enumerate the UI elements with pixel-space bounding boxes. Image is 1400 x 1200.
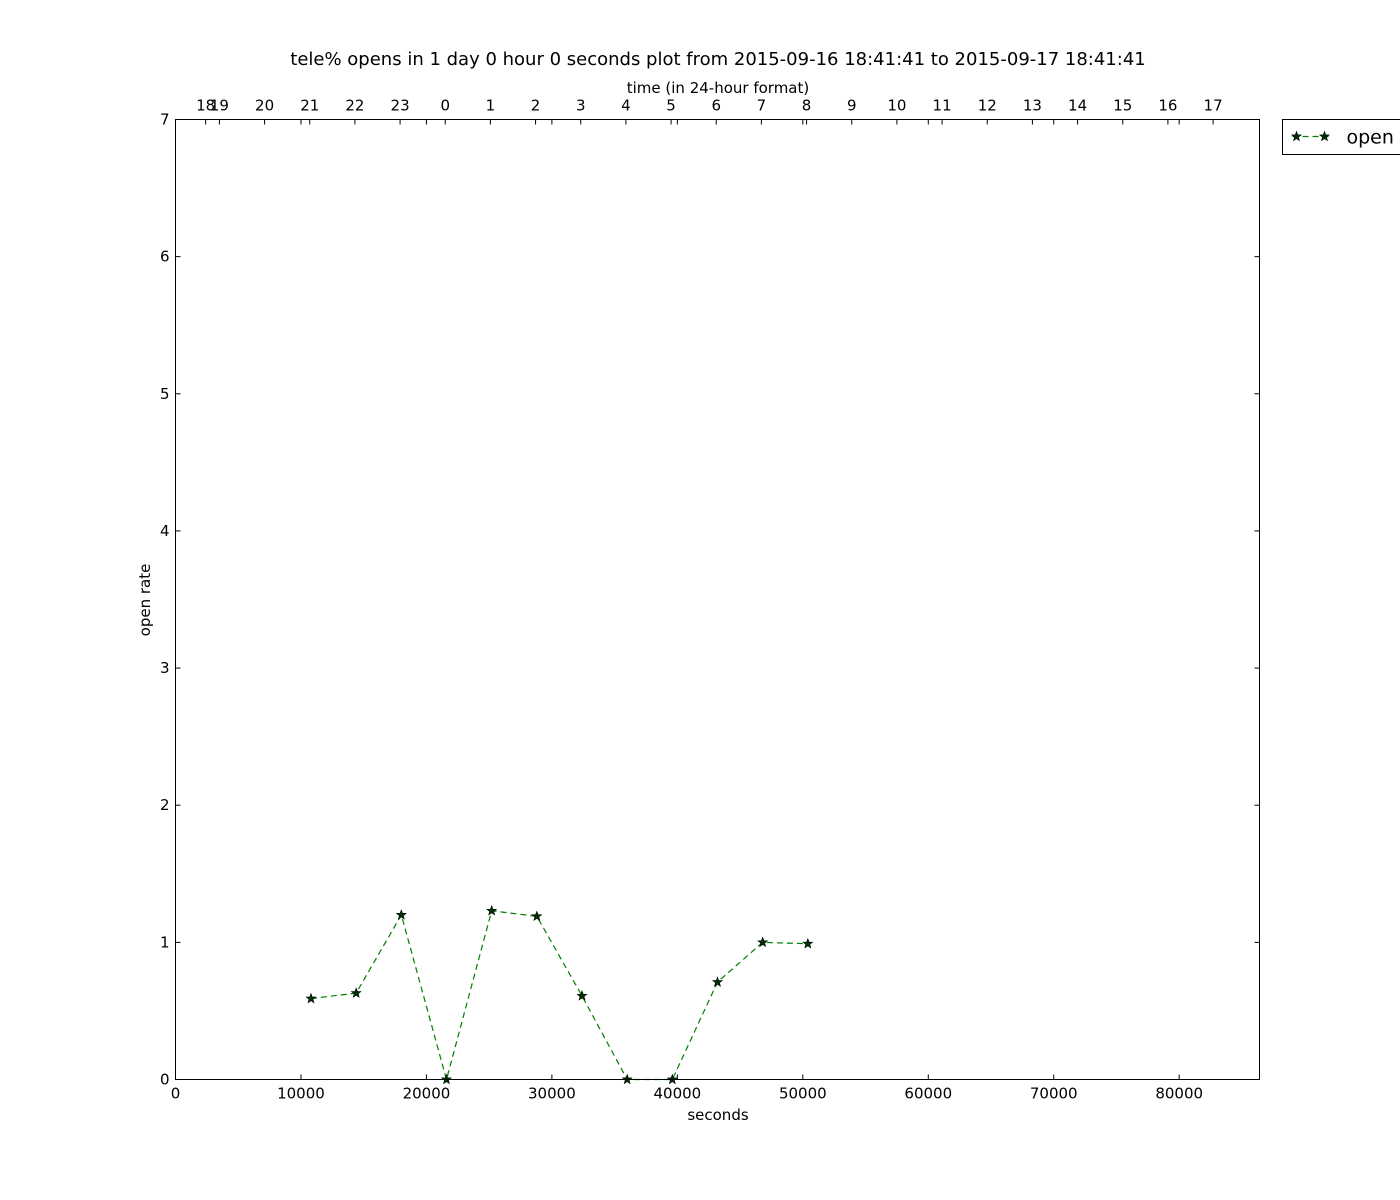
top-tick-label: 16 bbox=[1158, 97, 1177, 115]
top-tick-label: 23 bbox=[391, 97, 410, 115]
top-tick-label: 2 bbox=[531, 97, 541, 115]
y-axis-label: open rate bbox=[136, 564, 154, 637]
legend-label: open bbox=[1347, 127, 1394, 149]
plot-frame bbox=[175, 119, 1260, 1080]
top-tick-label: 8 bbox=[802, 97, 812, 115]
data-point bbox=[576, 989, 588, 1001]
x-tick-label: 30000 bbox=[528, 1085, 576, 1103]
y-tick-label: 5 bbox=[160, 385, 170, 403]
data-point bbox=[305, 992, 317, 1004]
data-point bbox=[350, 987, 362, 998]
top-tick-label: 0 bbox=[440, 97, 450, 115]
top-tick-label: 14 bbox=[1068, 97, 1087, 115]
legend: open bbox=[1282, 119, 1400, 155]
top-tick-label: 12 bbox=[978, 97, 997, 115]
top-tick-label: 20 bbox=[255, 97, 274, 115]
data-point bbox=[711, 976, 724, 987]
top-tick-label: 19 bbox=[210, 97, 229, 115]
y-tick-label: 0 bbox=[160, 1071, 170, 1089]
x-tick-label: 20000 bbox=[403, 1085, 451, 1103]
top-tick-label: 21 bbox=[300, 97, 319, 115]
x-tick-label: 70000 bbox=[1030, 1085, 1078, 1103]
chart-title: tele% opens in 1 day 0 hour 0 seconds pl… bbox=[290, 49, 1145, 70]
x-tick-label: 50000 bbox=[779, 1085, 827, 1103]
data-point bbox=[395, 909, 407, 920]
x-tick-label: 10000 bbox=[277, 1085, 325, 1103]
y-tick-label: 7 bbox=[160, 111, 170, 129]
y-tick-label: 1 bbox=[160, 933, 170, 951]
x-axis-label: seconds bbox=[687, 1106, 748, 1124]
top-tick-label: 18 bbox=[196, 97, 215, 115]
top-tick-label: 11 bbox=[933, 97, 952, 115]
top-tick-label: 4 bbox=[621, 97, 631, 115]
y-tick-label: 3 bbox=[160, 659, 170, 677]
top-tick-label: 17 bbox=[1204, 97, 1223, 115]
top-tick-label: 7 bbox=[757, 97, 767, 115]
legend-box bbox=[1282, 119, 1400, 155]
legend-marker bbox=[1290, 130, 1303, 142]
data-point bbox=[802, 937, 814, 949]
x-tick-label: 60000 bbox=[904, 1085, 952, 1103]
axis-ticks: 0 10000 20000 30000 40000 50000 60000 70000 8000… bbox=[160, 97, 1260, 1103]
top-tick-label: 9 bbox=[847, 97, 857, 115]
top-axis-label: time (in 24-hour format) bbox=[627, 79, 809, 97]
top-tick-label: 1 bbox=[486, 97, 496, 115]
y-tick-label: 4 bbox=[160, 522, 170, 540]
x-tick-label: 80000 bbox=[1155, 1085, 1203, 1103]
data-point bbox=[531, 910, 543, 922]
data-point bbox=[757, 936, 769, 948]
top-tick-label: 22 bbox=[345, 97, 364, 115]
top-tick-label: 13 bbox=[1023, 97, 1042, 115]
series-line-open bbox=[310, 910, 808, 1082]
top-tick-label: 5 bbox=[666, 97, 676, 115]
top-tick-label: 3 bbox=[576, 97, 586, 115]
y-tick-label: 6 bbox=[160, 248, 170, 266]
top-tick-label: 6 bbox=[711, 97, 721, 115]
legend-marker bbox=[1318, 130, 1331, 142]
x-tick-label: 40000 bbox=[653, 1085, 701, 1103]
top-tick-label: 15 bbox=[1113, 97, 1132, 115]
x-tick-label: 0 bbox=[171, 1085, 181, 1103]
plot-series bbox=[305, 904, 814, 1085]
top-tick-label: 10 bbox=[887, 97, 906, 115]
data-point bbox=[486, 904, 498, 916]
y-tick-label: 2 bbox=[160, 796, 170, 814]
